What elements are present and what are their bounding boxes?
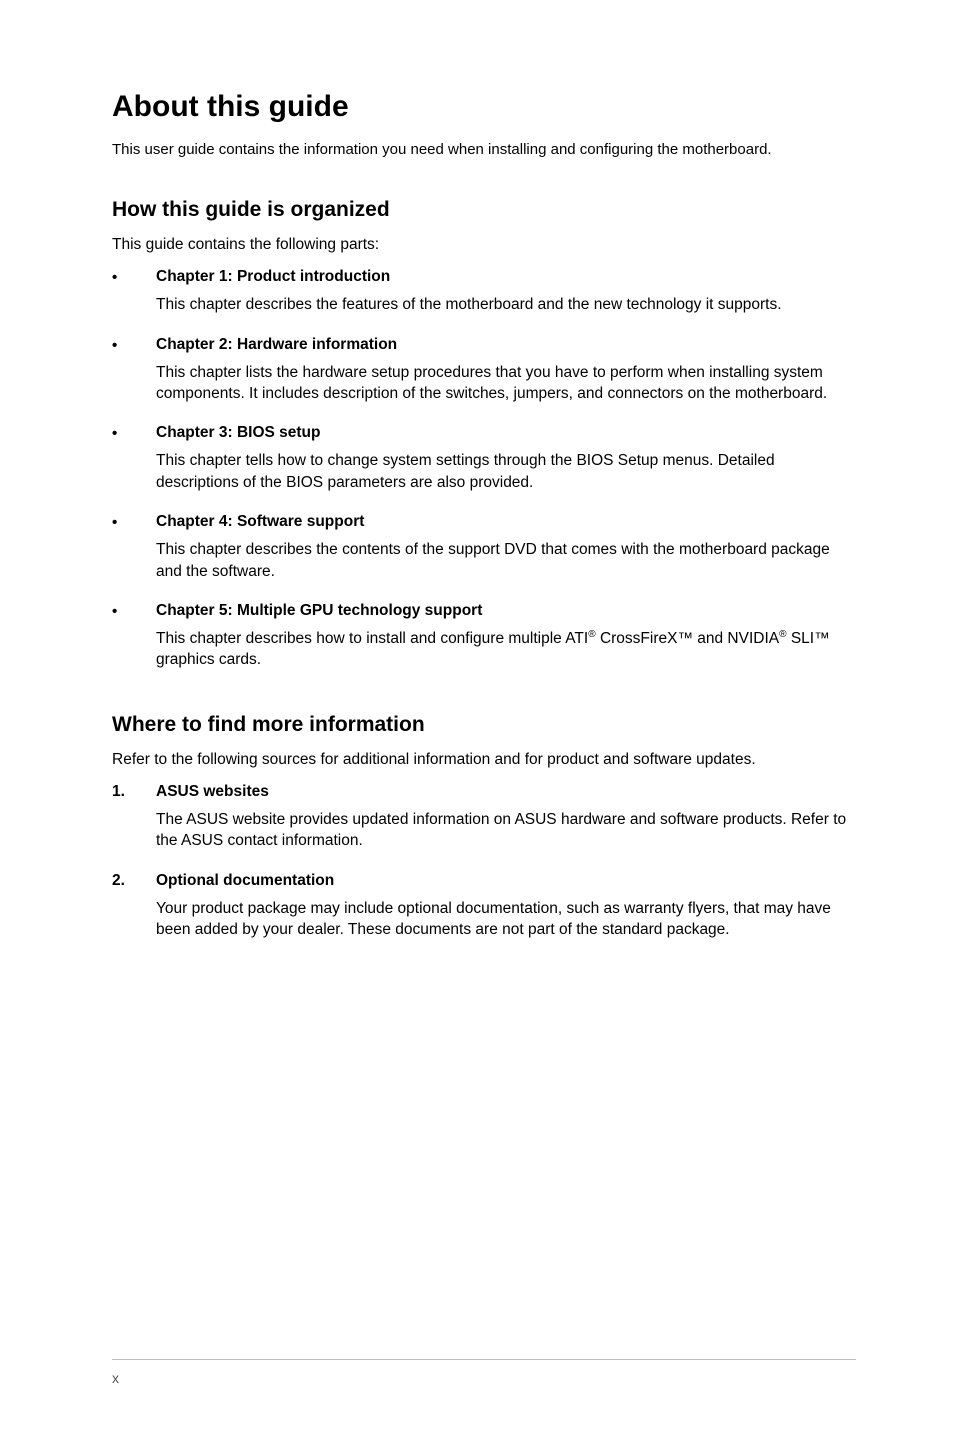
- footer-divider: [112, 1359, 856, 1360]
- info-item: 2. Optional documentation Your product p…: [112, 872, 856, 953]
- page-number: x: [112, 1370, 856, 1386]
- chapter-body: This chapter describes how to install an…: [156, 628, 856, 671]
- chapter-title: Chapter 2: Hardware information: [156, 336, 856, 354]
- chapter-body: This chapter tells how to change system …: [156, 450, 856, 493]
- chapter-body: This chapter lists the hardware setup pr…: [156, 362, 856, 405]
- section-lead: Refer to the following sources for addit…: [112, 751, 856, 769]
- item-number: 1.: [112, 783, 156, 864]
- section-heading-more-info: Where to find more information: [112, 713, 856, 737]
- bullet-marker: •: [112, 602, 156, 683]
- body-text: This chapter describes how to install an…: [156, 630, 588, 647]
- chapter-item: • Chapter 3: BIOS setup This chapter tel…: [112, 424, 856, 505]
- chapter-item: • Chapter 4: Software support This chapt…: [112, 513, 856, 594]
- chapter-body: This chapter describes the contents of t…: [156, 539, 856, 582]
- page-footer: x: [0, 1359, 954, 1386]
- chapter-body: This chapter describes the features of t…: [156, 294, 856, 315]
- registered-mark: ®: [779, 629, 786, 640]
- chapter-item: • Chapter 2: Hardware information This c…: [112, 336, 856, 417]
- chapter-title: Chapter 3: BIOS setup: [156, 424, 856, 442]
- bullet-marker: •: [112, 513, 156, 594]
- registered-mark: ®: [588, 629, 595, 640]
- chapter-title: Chapter 4: Software support: [156, 513, 856, 531]
- chapter-title: Chapter 1: Product introduction: [156, 268, 856, 286]
- chapter-title: Chapter 5: Multiple GPU technology suppo…: [156, 602, 856, 620]
- section-lead: This guide contains the following parts:: [112, 236, 856, 254]
- item-number: 2.: [112, 872, 156, 953]
- page-title: About this guide: [112, 90, 856, 124]
- bullet-marker: •: [112, 424, 156, 505]
- chapter-item: • Chapter 1: Product introduction This c…: [112, 268, 856, 327]
- item-title: Optional documentation: [156, 872, 856, 890]
- bullet-marker: •: [112, 336, 156, 417]
- bullet-marker: •: [112, 268, 156, 327]
- item-title: ASUS websites: [156, 783, 856, 801]
- info-item: 1. ASUS websites The ASUS website provid…: [112, 783, 856, 864]
- section-heading-organized: How this guide is organized: [112, 198, 856, 222]
- item-body: The ASUS website provides updated inform…: [156, 809, 856, 852]
- body-text: CrossFireX™ and NVIDIA: [596, 630, 779, 647]
- item-body: Your product package may include optiona…: [156, 898, 856, 941]
- intro-paragraph: This user guide contains the information…: [112, 140, 856, 160]
- chapter-item: • Chapter 5: Multiple GPU technology sup…: [112, 602, 856, 683]
